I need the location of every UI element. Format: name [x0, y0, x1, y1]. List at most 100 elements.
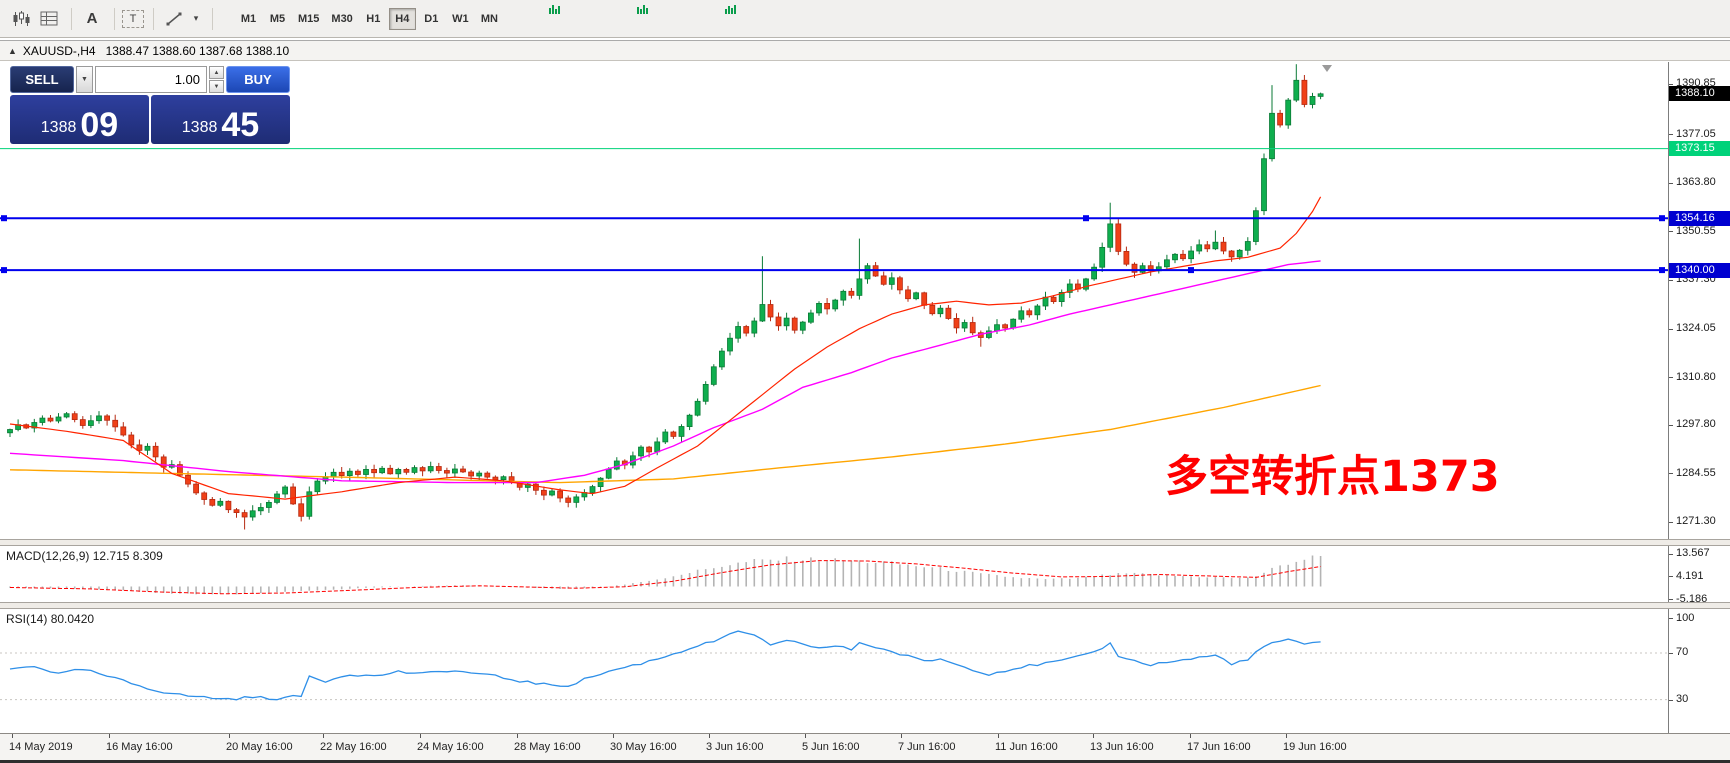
buy-button[interactable]: BUY [226, 66, 290, 93]
timeframe-button-mn[interactable]: MN [480, 12, 498, 25]
rsi-scale-label: 70 [1676, 646, 1689, 659]
scale-tick-mark [1669, 328, 1673, 330]
price-marker-1354.16: 1354.16 [1669, 210, 1730, 226]
macd-scale-label: 4.191 [1676, 569, 1704, 582]
buy-price-main: 1388 [181, 119, 218, 136]
time-tick-mark [323, 734, 324, 738]
time-tick-mark [229, 734, 230, 738]
tools-dropdown-icon[interactable]: ▾ [193, 13, 199, 23]
price-scale[interactable]: 1390.85 1377.05 1363.80 1350.55 1337.30 1324.… [1668, 62, 1730, 733]
timeframe-button-d1[interactable]: D1 [424, 12, 439, 25]
panel-separator[interactable] [0, 539, 1730, 546]
line-handle[interactable] [1, 215, 7, 222]
time-axis-label: 19 Jun 16:00 [1283, 741, 1347, 753]
main-toolbar: A T ▾ M1 M5 M15 M30 H1 H4 D1 W1 MN [0, 0, 1730, 38]
scale-tick-mark [1669, 182, 1673, 184]
scale-tick-mark [1669, 618, 1673, 619]
chart-annotation-text: 多空转折点1373 [1165, 452, 1500, 502]
mini-chart-icon [637, 2, 650, 20]
macd-scale-label: -5.186 [1676, 592, 1708, 605]
timeframe-button-m15[interactable]: M15 [298, 12, 320, 25]
text-tool-icon[interactable]: A [86, 10, 98, 27]
price-tick-label: 1271.30 [1676, 515, 1716, 528]
price-marker-1388.10: 1388.10 [1669, 86, 1730, 102]
scale-tick-mark [1669, 134, 1673, 136]
buy-price-pips: 45 [221, 106, 260, 145]
toolbar-separator [212, 7, 213, 30]
price-tick-label: 1377.05 [1676, 127, 1716, 140]
timeframe-button-m30[interactable]: M30 [331, 12, 353, 25]
time-tick-mark [517, 734, 518, 738]
time-axis-label: 24 May 16:00 [417, 741, 484, 753]
scale-tick-mark [1669, 553, 1673, 555]
text-label-tool-icon[interactable]: T [122, 9, 144, 28]
volume-down-button[interactable]: ▼ [209, 80, 224, 93]
time-axis-label: 16 May 16:00 [106, 741, 173, 753]
macd-scale-label: 13.567 [1676, 547, 1710, 560]
time-tick-mark [998, 734, 999, 738]
time-axis-label: 28 May 16:00 [514, 741, 581, 753]
price-marker-1340.00: 1340.00 [1669, 262, 1730, 278]
time-axis-label: 13 Jun 16:00 [1090, 741, 1154, 753]
price-tick-label: 1297.80 [1676, 418, 1716, 431]
time-tick-mark [613, 734, 614, 738]
line-handle[interactable] [1, 267, 7, 274]
scale-tick-mark [1669, 83, 1673, 85]
price-tick-label: 1310.80 [1676, 370, 1716, 383]
price-tick-label: 1324.05 [1676, 322, 1716, 335]
timeframe-button-h4[interactable]: H4 [388, 7, 416, 30]
chart-symbol-period: XAUUSD-,H4 [22, 43, 96, 58]
time-tick-mark [109, 734, 110, 738]
time-axis-label: 22 May 16:00 [320, 741, 387, 753]
sell-button[interactable]: SELL [10, 66, 74, 93]
time-tick-mark [805, 734, 806, 738]
scale-tick-mark [1669, 521, 1673, 523]
time-axis-label: 3 Jun 16:00 [706, 741, 764, 753]
volume-input[interactable]: 1.00 [95, 66, 207, 93]
time-axis-label: 20 May 16:00 [226, 741, 293, 753]
volume-up-button[interactable]: ▲ [209, 66, 224, 79]
sell-price-main: 1388 [40, 119, 77, 136]
macd-canvas[interactable] [0, 546, 1668, 602]
timeframe-button-h1[interactable]: H1 [366, 12, 381, 25]
line-handle[interactable] [1188, 267, 1194, 274]
macd-indicator-label: MACD(12,26,9) 12.715 8.309 [6, 549, 163, 563]
time-axis-label: 7 Jun 16:00 [898, 741, 956, 753]
time-axis-label: 5 Jun 16:00 [802, 741, 860, 753]
time-tick-mark [709, 734, 710, 738]
rsi-canvas[interactable] [0, 609, 1668, 733]
time-axis-label: 14 May 2019 [9, 741, 73, 753]
status-strip [0, 760, 1730, 763]
scale-tick-mark [1669, 424, 1673, 426]
timeframe-button-w1[interactable]: W1 [452, 12, 469, 25]
sell-price-display[interactable]: 1388 09 [10, 95, 149, 144]
line-handle[interactable] [1659, 215, 1665, 222]
indicators-icon[interactable] [36, 7, 62, 31]
line-handle[interactable] [1083, 215, 1089, 222]
time-tick-mark [1093, 734, 1094, 738]
scale-tick-mark [1669, 652, 1673, 654]
time-tick-mark [12, 734, 13, 738]
time-tick-mark [1190, 734, 1191, 738]
scale-tick-mark [1669, 279, 1673, 281]
time-axis-label: 30 May 16:00 [610, 741, 677, 753]
rsi-scale-label: 30 [1676, 693, 1689, 706]
rsi-indicator-label: RSI(14) 80.0420 [6, 612, 95, 626]
volume-dropdown-button[interactable]: ▼ [76, 66, 93, 93]
panel-separator[interactable] [0, 602, 1730, 609]
collapse-icon[interactable]: ▲ [8, 45, 17, 56]
time-tick-mark [420, 734, 421, 738]
volume-stepper: ▲ ▼ [209, 66, 224, 93]
trendline-tool-icon[interactable] [161, 7, 187, 31]
timeframe-button-m1[interactable]: M1 [240, 12, 257, 25]
time-axis-label: 11 Jun 16:00 [995, 741, 1058, 753]
timeframe-button-m5[interactable]: M5 [269, 12, 286, 25]
chart-type-icon[interactable] [8, 7, 34, 31]
price-tick-label: 1390.85 [1676, 77, 1716, 90]
sell-price-pips: 09 [80, 106, 119, 145]
price-tick-label: 1350.55 [1676, 224, 1716, 237]
buy-price-display[interactable]: 1388 45 [151, 95, 290, 144]
line-handle[interactable] [1659, 267, 1665, 274]
chart-ohlc-values: 1388.47 1388.60 1387.68 1388.10 [105, 43, 290, 58]
time-axis[interactable]: 14 May 2019 16 May 16:00 20 May 16:00 22 Ma… [0, 733, 1730, 760]
